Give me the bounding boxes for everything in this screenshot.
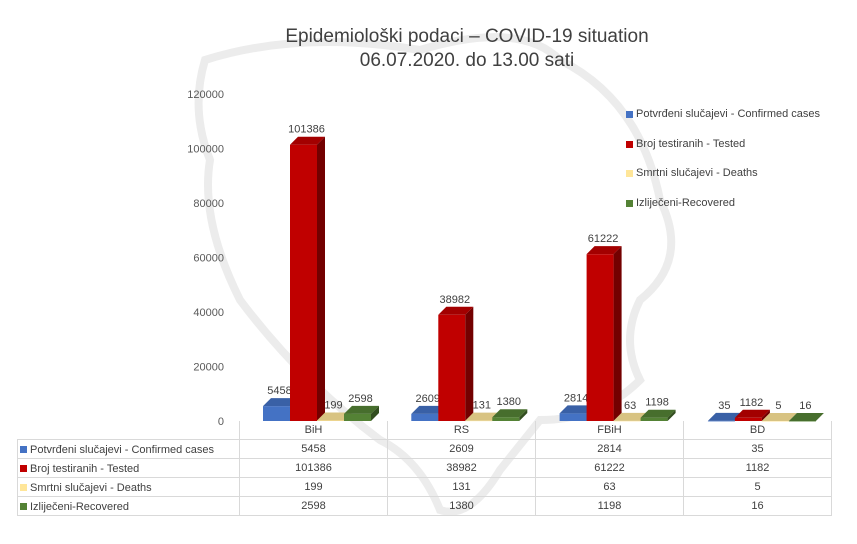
legend-swatch bbox=[20, 464, 27, 472]
bar bbox=[344, 405, 379, 421]
table-cell: 5 bbox=[683, 477, 832, 497]
table-row: Potvrđeni slučajevi - Confirmed cases 545… bbox=[17, 439, 832, 459]
table-row-label: Broj testiranih - Tested bbox=[17, 458, 240, 478]
table-row-label: Potvrđeni slučajevi - Confirmed cases bbox=[17, 439, 240, 459]
data-label: 1380 bbox=[497, 396, 521, 408]
y-tick-label: 60000 bbox=[193, 253, 224, 265]
data-label: 1182 bbox=[740, 397, 764, 409]
table-cell: 2598 bbox=[239, 496, 388, 516]
legend-swatch bbox=[20, 502, 27, 510]
legend-label: Potvrđeni slučajevi - Confirmed cases bbox=[636, 108, 821, 120]
y-tick-label: 40000 bbox=[193, 307, 224, 319]
data-label: 131 bbox=[473, 400, 491, 412]
bar bbox=[290, 136, 325, 421]
legend-item: Smrtni slučajevi - Deaths bbox=[626, 167, 820, 197]
data-label: 101386 bbox=[288, 124, 325, 136]
bar bbox=[640, 409, 676, 421]
y-tick-label: 0 bbox=[218, 416, 224, 428]
data-label: 2814 bbox=[564, 392, 588, 404]
legend-label: Izliječeni-Recovered bbox=[636, 196, 736, 209]
y-tick-label: 20000 bbox=[193, 362, 224, 374]
table-row: Smrtni slučajevi - Deaths 199 131 63 5 bbox=[17, 477, 832, 497]
data-label: 16 bbox=[799, 400, 811, 412]
legend: Potvrđeni slučajevi - Confirmed cases Br… bbox=[626, 108, 820, 226]
table-cell: 1182 bbox=[683, 458, 832, 478]
table-header: BiH bbox=[239, 421, 388, 440]
table-cell: 16 bbox=[683, 496, 832, 516]
table-cell: 2814 bbox=[535, 439, 684, 459]
table-row: Broj testiranih - Tested 101386 38982 61222… bbox=[17, 458, 832, 478]
legend-swatch bbox=[626, 140, 633, 148]
legend-swatch bbox=[20, 483, 27, 491]
data-label: 63 bbox=[624, 400, 636, 412]
data-label: 199 bbox=[324, 399, 342, 411]
legend-item: Broj testiranih - Tested bbox=[626, 138, 820, 168]
data-label: 61222 bbox=[588, 233, 619, 245]
data-table: BiH RS FBiH BD Potvrđeni slučajevi - Con… bbox=[17, 421, 832, 516]
data-label: 5458 bbox=[267, 385, 291, 397]
legend-item: Potvrđeni slučajevi - Confirmed cases bbox=[626, 108, 820, 138]
table-header: RS bbox=[387, 421, 536, 440]
data-label: 5 bbox=[775, 400, 781, 412]
table-row-label: Izliječeni-Recovered bbox=[17, 496, 240, 516]
table-cell: 131 bbox=[387, 477, 536, 497]
legend-swatch bbox=[626, 170, 633, 177]
table-cell: 38982 bbox=[387, 458, 536, 478]
table-header-row: BiH RS FBiH BD bbox=[18, 421, 832, 440]
data-label: 38982 bbox=[440, 294, 471, 306]
table-header: BD bbox=[683, 421, 832, 440]
table-cell: 1198 bbox=[535, 496, 684, 516]
table-row-label: Smrtni slučajevi - Deaths bbox=[17, 477, 240, 497]
bar bbox=[438, 306, 474, 421]
data-label: 2609 bbox=[416, 393, 440, 405]
legend-label: Smrtni slučajevi - Deaths bbox=[636, 167, 758, 179]
series-name: Izliječeni-Recovered bbox=[30, 500, 130, 513]
table-row: Izliječeni-Recovered 2598 1380 1198 16 bbox=[17, 496, 832, 516]
data-label: 2598 bbox=[348, 393, 372, 405]
legend-item: Izliječeni-Recovered bbox=[626, 197, 820, 227]
legend-swatch bbox=[626, 111, 633, 118]
legend-label: Broj testiranih - Tested bbox=[636, 137, 746, 150]
legend-swatch bbox=[626, 199, 633, 207]
data-label: 1198 bbox=[645, 397, 669, 409]
chart-subtitle: 06.07.2020. do 13.00 sati bbox=[359, 50, 575, 71]
series-name: Potvrđeni slučajevi - Confirmed cases bbox=[30, 443, 215, 456]
y-tick-label: 120000 bbox=[187, 89, 224, 101]
table-header: FBiH bbox=[535, 421, 684, 440]
table-cell: 101386 bbox=[239, 458, 388, 478]
table-cell: 61222 bbox=[535, 458, 684, 478]
chart-title: Epidemiološki podaci – COVID-19 situatio… bbox=[285, 26, 649, 47]
bar bbox=[734, 409, 770, 421]
bar bbox=[586, 246, 622, 421]
data-label: 35 bbox=[718, 400, 730, 412]
table-cell: 2609 bbox=[387, 439, 536, 459]
table-cell: 199 bbox=[239, 477, 388, 497]
table-cell: 35 bbox=[683, 439, 832, 459]
table-cell: 63 bbox=[535, 477, 684, 497]
y-tick-label: 100000 bbox=[187, 144, 224, 156]
series-name: Broj testiranih - Tested bbox=[30, 462, 140, 475]
table-cell: 5458 bbox=[239, 439, 388, 459]
series-name: Smrtni slučajevi - Deaths bbox=[30, 481, 152, 494]
y-tick-label: 80000 bbox=[193, 198, 224, 210]
bar bbox=[492, 409, 528, 421]
table-corner bbox=[18, 421, 240, 440]
legend-swatch bbox=[20, 445, 27, 453]
table-cell: 1380 bbox=[387, 496, 536, 516]
